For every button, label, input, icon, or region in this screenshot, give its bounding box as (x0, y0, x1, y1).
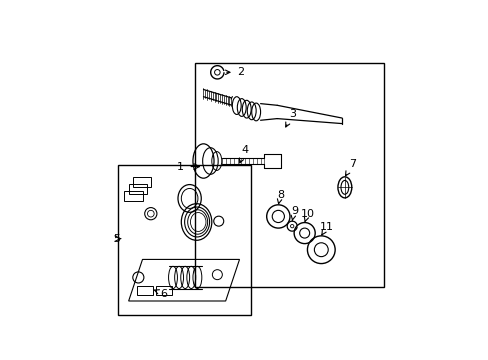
Text: 5: 5 (113, 234, 120, 244)
Text: 3: 3 (285, 109, 295, 127)
Bar (133, 177, 150, 187)
Bar (137, 286, 153, 296)
Text: 4: 4 (239, 145, 248, 163)
Text: 1: 1 (177, 162, 183, 172)
Text: 9: 9 (290, 206, 297, 221)
Bar (195, 63, 383, 287)
Text: 11: 11 (319, 222, 333, 235)
Text: 2: 2 (225, 67, 244, 77)
Bar (124, 191, 142, 201)
Text: 8: 8 (276, 190, 284, 204)
Bar (156, 286, 172, 296)
Bar (117, 165, 250, 315)
Text: 6: 6 (154, 289, 167, 299)
Text: 10: 10 (300, 209, 314, 222)
Text: 7: 7 (345, 159, 355, 176)
Bar (128, 184, 146, 194)
